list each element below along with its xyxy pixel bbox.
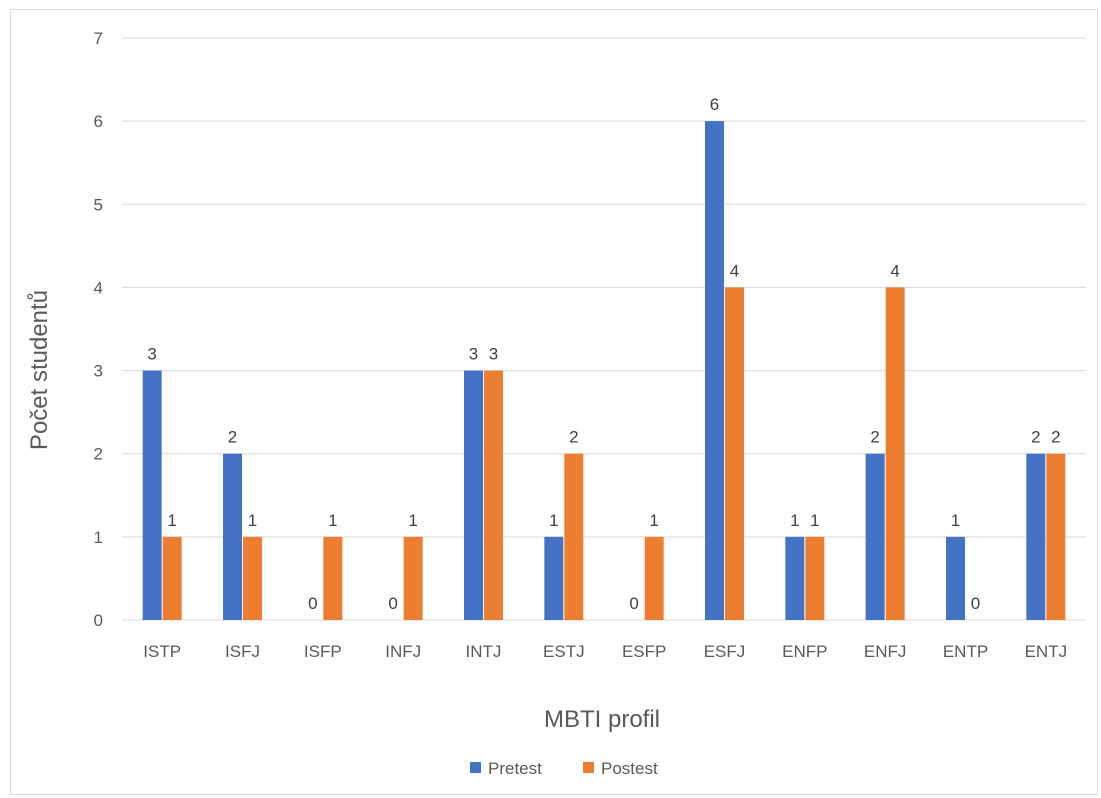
- data-label: 2: [228, 428, 237, 447]
- data-label: 2: [569, 428, 578, 447]
- y-tick-label: 4: [94, 278, 103, 297]
- legend-label: Postest: [601, 759, 658, 778]
- data-label: 0: [971, 594, 980, 613]
- data-label: 3: [147, 345, 156, 364]
- legend-swatch: [583, 762, 594, 773]
- data-label: 0: [629, 594, 638, 613]
- chart-frame: [10, 9, 1098, 795]
- bar-postest: [644, 536, 664, 620]
- y-tick-label: 3: [94, 362, 103, 381]
- bar-postest: [403, 536, 423, 620]
- x-tick-label: ESFJ: [704, 642, 746, 661]
- data-label: 1: [810, 511, 819, 530]
- x-tick-label: INTJ: [466, 642, 502, 661]
- y-tick-label: 2: [94, 445, 103, 464]
- x-tick-label: INFJ: [385, 642, 421, 661]
- x-tick-labels: ISTP ISFJ ISFP INFJ INTJ ESTJ ESFP ESFJ ENFP ENFJ…: [143, 642, 1067, 661]
- bar-postest: [243, 536, 262, 620]
- data-label: 0: [308, 594, 317, 613]
- data-label: 6: [710, 95, 719, 114]
- bar-postest: [564, 453, 584, 620]
- bar-pretest: [142, 370, 162, 620]
- x-tick-label: ISFP: [304, 642, 342, 661]
- data-label: 1: [328, 511, 337, 530]
- x-axis-title: MBTI profil: [544, 706, 660, 733]
- y-tick-label: 5: [94, 195, 103, 214]
- y-tick-label: 7: [94, 29, 103, 48]
- bar-postest: [885, 287, 905, 620]
- bar-pretest: [705, 121, 724, 621]
- x-tick-label: ENTP: [943, 642, 988, 661]
- bar-postest: [805, 536, 825, 620]
- bars: [142, 121, 1066, 621]
- data-label: 1: [951, 511, 960, 530]
- data-label: 0: [388, 594, 397, 613]
- bar-postest: [162, 536, 182, 620]
- data-label: 1: [649, 511, 658, 530]
- data-label: 1: [549, 511, 558, 530]
- bar-postest: [1046, 453, 1066, 620]
- x-tick-label: ISFJ: [225, 642, 260, 661]
- bar-pretest: [785, 536, 805, 620]
- data-label: 3: [469, 345, 478, 364]
- data-label: 4: [730, 261, 739, 280]
- x-tick-label: ISTP: [143, 642, 181, 661]
- bar-postest: [323, 536, 343, 620]
- data-label: 2: [870, 428, 879, 447]
- data-label: 1: [790, 511, 799, 530]
- x-tick-label: ESFP: [622, 642, 666, 661]
- bar-pretest: [865, 453, 885, 620]
- legend-swatch: [470, 762, 481, 773]
- data-label: 1: [248, 511, 257, 530]
- x-tick-label: ENFJ: [864, 642, 907, 661]
- x-tick-label: ENTJ: [1025, 642, 1068, 661]
- data-label: 3: [489, 345, 498, 364]
- bar-pretest: [946, 536, 965, 620]
- gridlines: [122, 37, 1086, 621]
- data-label: 2: [1031, 428, 1040, 447]
- bar-pretest: [464, 370, 483, 620]
- y-tick-label: 0: [94, 611, 103, 630]
- y-axis-title: Počet studentů: [26, 290, 53, 450]
- x-tick-label: ENFP: [782, 642, 827, 661]
- x-tick-label: ESTJ: [543, 642, 585, 661]
- legend-label: Pretest: [488, 759, 542, 778]
- bar-postest: [484, 370, 503, 620]
- data-label: 1: [408, 511, 417, 530]
- data-label: 1: [167, 511, 176, 530]
- bar-pretest: [544, 536, 564, 620]
- y-tick-labels: 0 1 2 3 4 5 6 7: [94, 29, 103, 630]
- data-label: 2: [1051, 428, 1060, 447]
- bar-postest: [725, 287, 744, 620]
- legend: Pretest Postest: [470, 759, 658, 778]
- y-tick-label: 1: [94, 528, 103, 547]
- bar-pretest: [223, 453, 242, 620]
- y-tick-label: 6: [94, 112, 103, 131]
- data-label: 4: [890, 261, 899, 280]
- bar-pretest: [1026, 453, 1046, 620]
